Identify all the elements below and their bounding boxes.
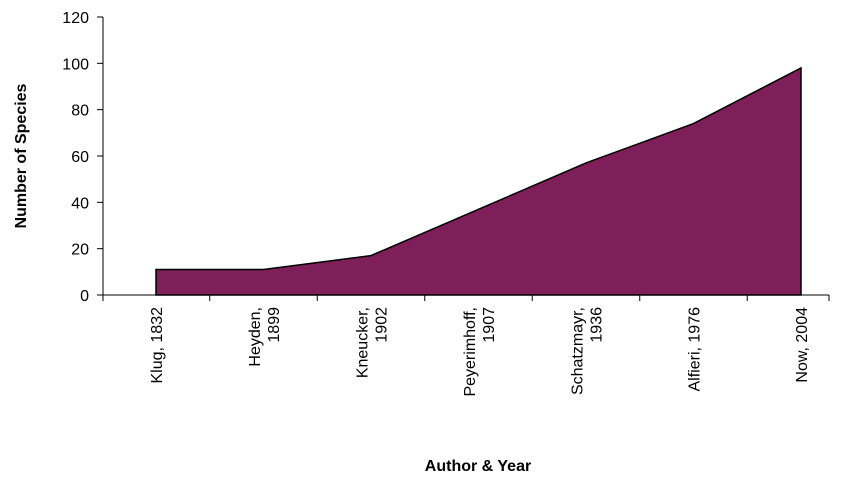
x-tick-label-6: Now, 2004 xyxy=(794,307,811,383)
x-tick-label-5: Alfieri, 1976 xyxy=(687,307,704,392)
x-tick-label-2-line-1: 1902 xyxy=(374,307,391,343)
x-tick-label-3: Peyerimhoff, 1907 xyxy=(462,307,498,397)
plot-area xyxy=(155,66,802,296)
x-axis: Klug, 1832 Heyden, 1899 Kneucker, 1902 Peyeri… xyxy=(102,294,830,397)
y-tick-label-1: 20 xyxy=(71,242,89,259)
x-tick-label-0-line-0: Klug, 1832 xyxy=(149,307,166,384)
area-series xyxy=(155,66,802,296)
x-tick-label-6-line-0: Now, 2004 xyxy=(794,307,811,383)
x-tick-label-2: Kneucker, 1902 xyxy=(355,307,391,378)
y-axis: 0 20 40 60 80 100 120 xyxy=(62,10,104,305)
x-tick-label-4-line-0: Schatzmayr, xyxy=(570,307,587,395)
y-tick-label-5: 100 xyxy=(62,56,89,73)
y-tick-label-6: 120 xyxy=(62,10,89,27)
x-tick-label-4-line-1: 1936 xyxy=(589,307,606,343)
y-tick-label-0: 0 xyxy=(80,288,89,305)
x-tick-label-1-line-0: Heyden, xyxy=(247,307,264,367)
x-tick-label-1-line-1: 1899 xyxy=(266,307,283,343)
y-tick-label-4: 80 xyxy=(71,103,89,120)
x-tick-label-4: Schatzmayr, 1936 xyxy=(570,307,606,395)
y-tick-label-3: 60 xyxy=(71,149,89,166)
y-axis-title: Number of Species xyxy=(13,83,30,228)
x-tick-label-3-line-1: 1907 xyxy=(481,307,498,343)
x-axis-title: Author & Year xyxy=(425,458,531,475)
y-tick-label-2: 40 xyxy=(71,195,89,212)
x-tick-label-0: Klug, 1832 xyxy=(149,307,166,384)
x-tick-label-1: Heyden, 1899 xyxy=(247,307,283,367)
x-tick-label-3-line-0: Peyerimhoff, xyxy=(462,307,479,397)
x-tick-label-5-line-0: Alfieri, 1976 xyxy=(687,307,704,392)
x-tick-label-2-line-0: Kneucker, xyxy=(355,307,372,378)
